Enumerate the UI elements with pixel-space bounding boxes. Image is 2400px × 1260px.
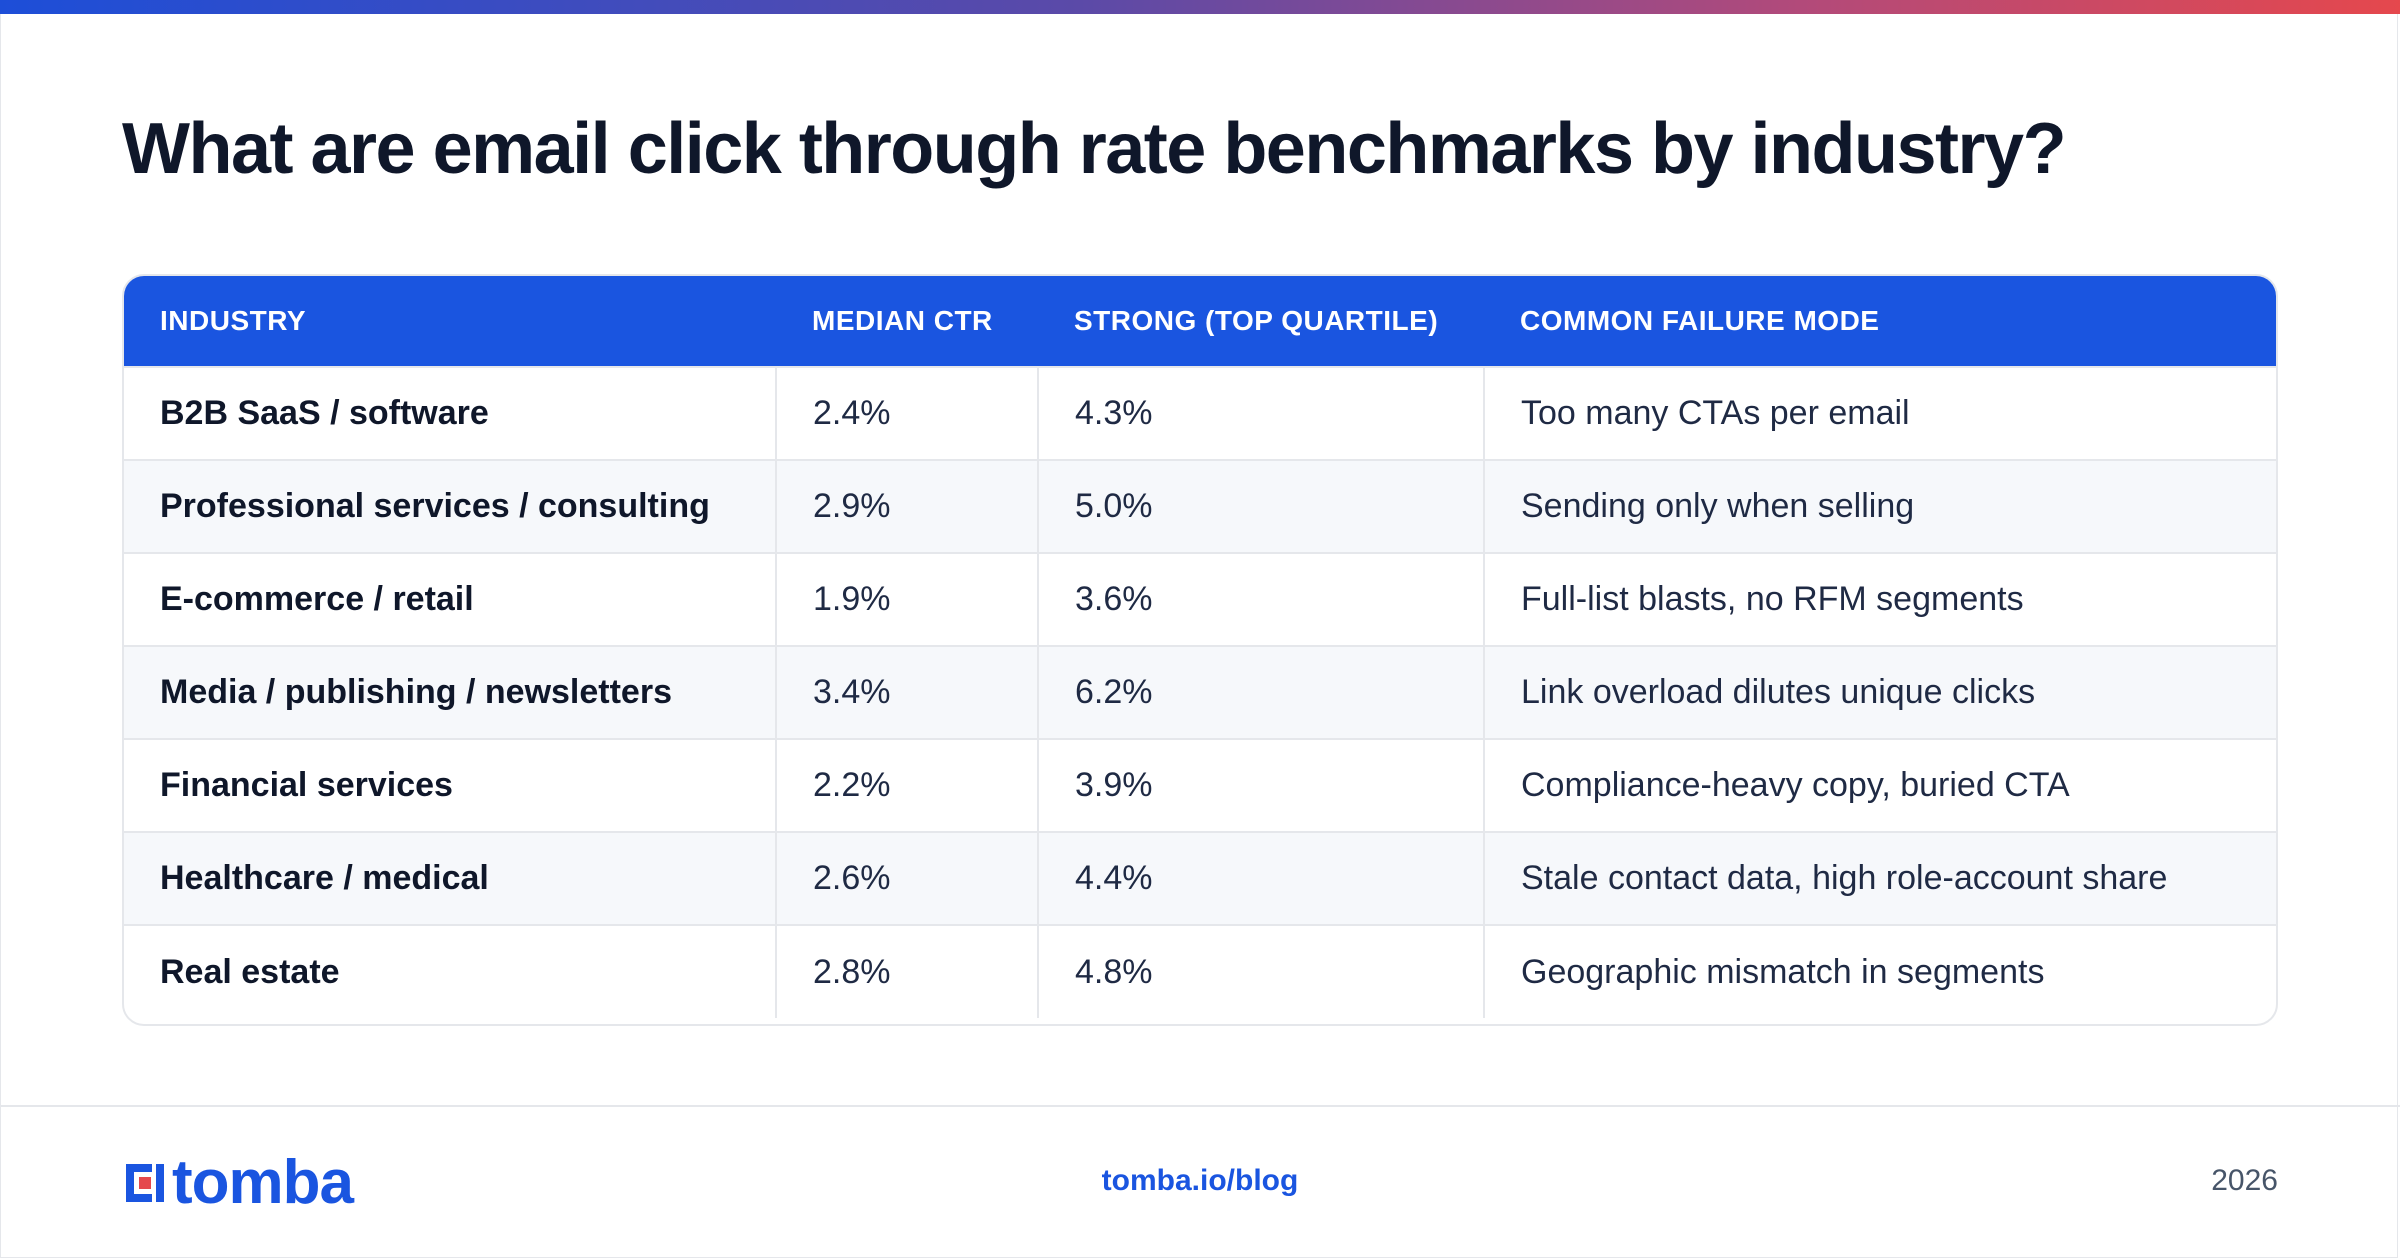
cell-median-ctr: 1.9%: [775, 552, 1038, 646]
cell-industry: E-commerce / retail: [124, 552, 776, 646]
table-row: Professional services / consulting 2.9% 5.…: [124, 459, 2276, 553]
cell-strong-ctr: 6.2%: [1037, 645, 1484, 739]
cell-failure-mode: Link overload dilutes unique clicks: [1483, 645, 2276, 739]
table-row: Real estate 2.8% 4.8% Geographic mismatch i…: [124, 924, 2276, 1018]
cell-median-ctr: 2.8%: [775, 924, 1038, 1018]
table-row: E-commerce / retail 1.9% 3.6% Full-list bla…: [124, 552, 2276, 646]
cell-failure-mode: Stale contact data, high role-account sh…: [1483, 831, 2276, 925]
cell-failure-mode: Sending only when selling: [1483, 459, 2276, 553]
footer-year: 2026: [2211, 1164, 2278, 1197]
table-row: B2B SaaS / software 2.4% 4.3% Too many CTAs…: [124, 366, 2276, 460]
header-median-ctr: MEDIAN CTR: [776, 276, 1038, 367]
table-row: Financial services 2.2% 3.9% Compliance-hea…: [124, 738, 2276, 832]
cell-strong-ctr: 4.3%: [1037, 366, 1484, 460]
cell-failure-mode: Full-list blasts, no RFM segments: [1483, 552, 2276, 646]
cell-strong-ctr: 3.9%: [1037, 738, 1484, 832]
cell-median-ctr: 2.2%: [775, 738, 1038, 832]
cell-strong-ctr: 4.4%: [1037, 831, 1484, 925]
table-row: Media / publishing / newsletters 3.4% 6.2%…: [124, 645, 2276, 739]
cell-industry: Financial services: [124, 738, 776, 832]
gradient-top-bar: [0, 0, 2400, 14]
cell-strong-ctr: 5.0%: [1037, 459, 1484, 553]
header-industry: INDUSTRY: [124, 276, 776, 367]
cell-industry: Real estate: [124, 924, 776, 1018]
tomba-logo: tomba: [122, 1148, 354, 1217]
cell-failure-mode: Too many CTAs per email: [1483, 366, 2276, 460]
cell-failure-mode: Compliance-heavy copy, buried CTA: [1483, 738, 2276, 832]
cell-median-ctr: 2.4%: [775, 366, 1038, 460]
page-title: What are email click through rate benchm…: [122, 109, 2067, 189]
cell-industry: Media / publishing / newsletters: [124, 645, 776, 739]
cell-industry: B2B SaaS / software: [124, 366, 776, 460]
footer-divider: [0, 1105, 2400, 1107]
cell-median-ctr: 2.6%: [775, 831, 1038, 925]
header-common-failure-mode: COMMON FAILURE MODE: [1484, 276, 2276, 367]
cell-median-ctr: 3.4%: [775, 645, 1038, 739]
cell-failure-mode: Geographic mismatch in segments: [1483, 924, 2276, 1018]
blog-link[interactable]: tomba.io/blog: [1101, 1164, 1299, 1197]
header-strong-top-quartile: STRONG (TOP QUARTILE): [1038, 276, 1484, 367]
cell-industry: Professional services / consulting: [124, 459, 776, 553]
tomba-logo-text: tomba: [172, 1148, 354, 1217]
benchmark-table: INDUSTRY MEDIAN CTR STRONG (TOP QUARTILE…: [124, 276, 2276, 1018]
cell-strong-ctr: 4.8%: [1037, 924, 1484, 1018]
benchmark-table-container: INDUSTRY MEDIAN CTR STRONG (TOP QUARTILE…: [122, 274, 2278, 1026]
cell-median-ctr: 2.9%: [775, 459, 1038, 553]
cell-strong-ctr: 3.6%: [1037, 552, 1484, 646]
table-row: Healthcare / medical 2.6% 4.4% Stale contac…: [124, 831, 2276, 925]
table-header-row: INDUSTRY MEDIAN CTR STRONG (TOP QUARTILE…: [124, 276, 2276, 367]
tomba-logo-mark-icon: [126, 1164, 164, 1202]
cell-industry: Healthcare / medical: [124, 831, 776, 925]
